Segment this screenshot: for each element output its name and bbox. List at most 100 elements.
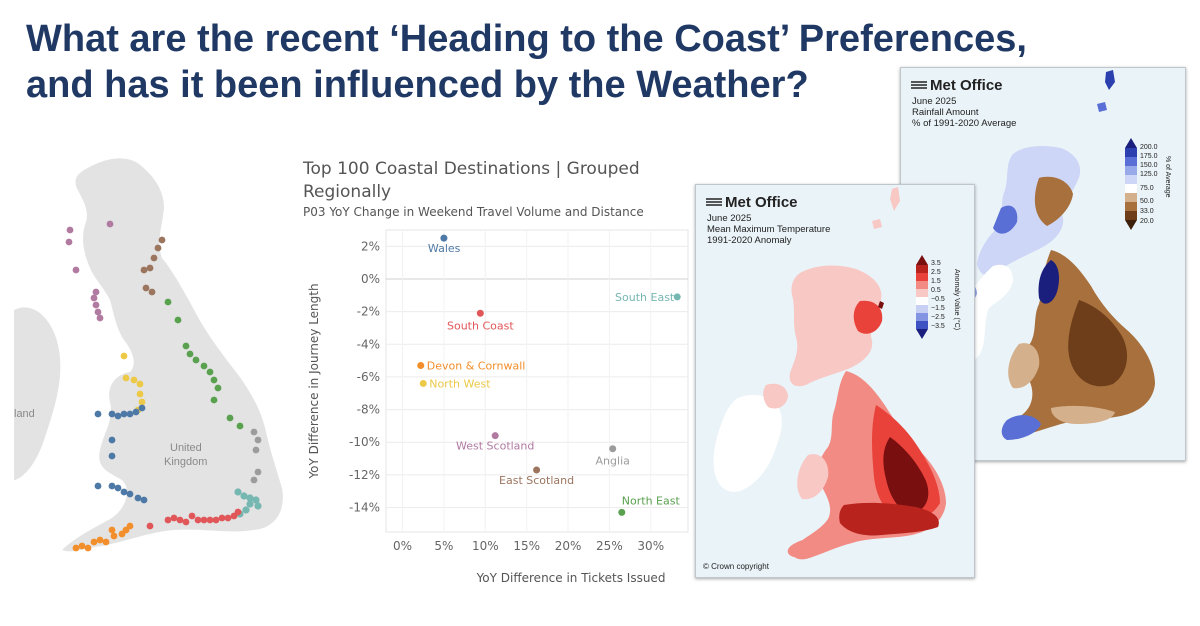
rain-cumbria <box>1038 260 1059 304</box>
point-label: Anglia <box>596 455 630 468</box>
temp-cbar-title: Anomaly Value (°C) <box>953 269 960 331</box>
rain-scotland-east <box>1034 176 1073 226</box>
rain-cbar-label-2: 150.0 <box>1140 162 1158 169</box>
rain-met-office-logo: Met Office <box>911 77 1003 94</box>
rain-map-caption: June 2025 Rainfall Amount % of 1991-2020… <box>912 96 1016 129</box>
uk-dot-map-svg <box>14 158 283 552</box>
point-east-scotland <box>533 466 541 474</box>
temp-caption-line-3: 1991-2020 Anomaly <box>707 235 792 246</box>
dots-devon-cornwall <box>72 522 134 552</box>
point-south-coast <box>476 309 484 317</box>
rain-cbar-title: % of Average <box>1164 156 1171 198</box>
temp-scotland <box>789 265 882 387</box>
x-tick-label: 15% <box>513 539 540 553</box>
rainfall-colorbar <box>1125 138 1137 230</box>
temp-moray-firth <box>878 301 884 309</box>
x-tick-label: 20% <box>555 539 582 553</box>
temp-caption-line-2: Mean Maximum Temperature <box>707 224 831 235</box>
scatter-chart-svg: 2% 0% -2% -4% -6% -8% -10% -12% -14% 0% 5% 10% 15% 20… <box>307 229 689 585</box>
dots-south-east <box>234 488 262 518</box>
map-label-united: United <box>170 442 202 454</box>
point-label: Wales <box>428 242 461 255</box>
y-tick-label: 2% <box>361 239 380 253</box>
chart-subtitle: P03 YoY Change in Weekend Travel Volume … <box>303 205 644 219</box>
y-tick-label: -6% <box>357 370 380 384</box>
point-south-east <box>673 293 681 301</box>
point-label: North West <box>429 377 491 390</box>
rain-caption-line-3: % of 1991-2020 Average <box>912 118 1017 129</box>
temp-east-england-dark <box>883 437 929 513</box>
rain-cbar-label-6: 33.0 <box>1140 208 1154 215</box>
map-label-land: land <box>14 408 35 420</box>
temp-orkney <box>872 219 882 229</box>
dots-north-east <box>164 298 244 430</box>
rain-shetland <box>1105 70 1115 90</box>
temp-cbar-label-3: 0.5 <box>931 287 941 294</box>
point-label: West Scotland <box>456 440 534 453</box>
great-britain-shape <box>62 158 283 552</box>
coastal-destinations-map: United Kingdom land <box>14 150 286 570</box>
temp-logo-text: Met Office <box>725 194 798 211</box>
y-axis-title: YoY Difference in Journey Length <box>307 283 321 479</box>
rain-caption-line-1: June 2025 <box>912 96 957 107</box>
rain-caption-line-2: Rainfall Amount <box>912 107 979 118</box>
rainfall-map-svg <box>948 70 1155 440</box>
temp-met-office-logo: Met Office <box>706 194 798 211</box>
rain-cbar-label-3: 125.0 <box>1140 171 1158 178</box>
rain-cbar-label-0: 200.0 <box>1140 144 1158 151</box>
x-tick-label: 25% <box>596 539 623 553</box>
temp-cbar-label-7: −3.5 <box>931 323 945 330</box>
rain-scotland-west <box>993 205 1018 234</box>
y-tick-label: 0% <box>361 272 380 286</box>
temp-cbar-label-1: 2.5 <box>931 269 941 276</box>
dots-south-coast <box>146 508 242 530</box>
rain-southwest <box>1001 415 1041 440</box>
temp-cbar-label-6: −2.5 <box>931 314 945 321</box>
temp-map-caption: June 2025 Mean Maximum Temperature 1991-… <box>707 213 830 246</box>
y-tick-label: -2% <box>357 305 380 319</box>
rain-cbar-label-1: 175.0 <box>1140 153 1158 160</box>
rain-wales <box>1008 343 1040 389</box>
crown-copyright: © Crown copyright <box>703 562 769 571</box>
rain-cbar-label-4: 75.0 <box>1140 185 1154 192</box>
temp-cbar-label-5: −1.5 <box>931 305 945 312</box>
x-axis-title: YoY Difference in Tickets Issued <box>476 571 666 585</box>
rain-orkney <box>1097 102 1107 112</box>
page-title: What are the recent ‘Heading to the Coas… <box>26 18 1027 106</box>
x-tick-label: 0% <box>393 539 412 553</box>
dots-east-scotland <box>140 236 166 296</box>
point-west-scotland <box>491 432 499 440</box>
temp-cbar-label-2: 1.5 <box>931 278 941 285</box>
rain-logo-text: Met Office <box>930 77 1003 94</box>
point-label: Devon & Cornwall <box>427 359 526 372</box>
y-tick-label: -14% <box>349 501 380 515</box>
point-label: East Scotland <box>499 474 574 487</box>
y-tick-label: -10% <box>349 435 380 449</box>
temp-northern-ireland <box>763 383 788 409</box>
temp-ireland <box>713 394 782 492</box>
temp-wales <box>797 454 829 500</box>
temperature-anomaly-map: Met Office June 2025 Mean Maximum Temper… <box>695 184 975 578</box>
rain-england-dark <box>1068 300 1128 387</box>
plot-area <box>385 229 689 533</box>
temp-cbar-label-0: 3.5 <box>931 260 941 267</box>
met-office-logo-icon <box>911 81 927 89</box>
point-wales <box>440 234 448 242</box>
rain-cbar-label-7: 20.0 <box>1140 218 1154 225</box>
scatter-chart-panel: Top 100 Coastal Destinations | Grouped R… <box>300 152 692 592</box>
map-label-kingdom: Kingdom <box>164 456 208 468</box>
met-office-logo-icon <box>706 198 722 206</box>
rain-south <box>1051 405 1115 424</box>
ireland-shape <box>14 307 61 480</box>
point-north-west <box>419 379 427 387</box>
point-anglia <box>609 445 617 453</box>
temp-south-england <box>839 502 939 536</box>
x-tick-label: 10% <box>472 539 499 553</box>
chart-title: Top 100 Coastal Destinations | Grouped R… <box>303 159 640 202</box>
temp-aberdeenshire <box>853 300 883 334</box>
temperature-map-svg <box>713 187 946 560</box>
y-tick-label: -8% <box>357 403 380 417</box>
temp-southwest <box>787 538 826 557</box>
point-label: South East <box>615 291 675 304</box>
dots-wales <box>94 404 148 504</box>
